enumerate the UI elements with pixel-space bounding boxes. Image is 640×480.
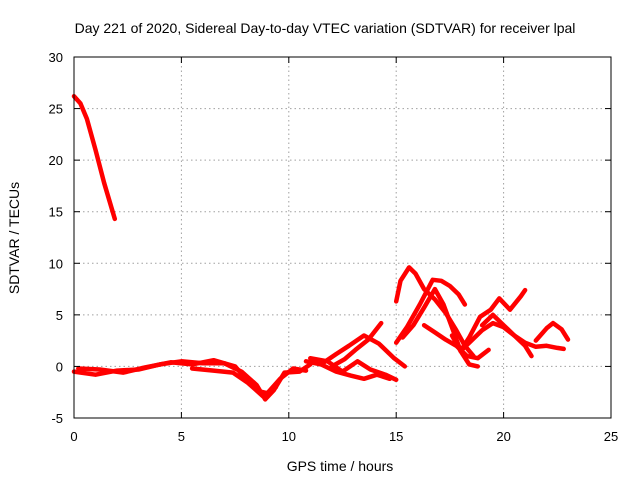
x-tick-label: 15 [389,429,403,444]
x-tick-label: 25 [604,429,618,444]
y-tick-label: -5 [51,411,63,426]
y-tick-label: 30 [49,50,63,65]
plot-frame [73,56,612,419]
x-tick-label: 5 [178,429,185,444]
y-tick-labels: -5 0 5 10 15 20 25 30 [49,50,63,426]
series-arc-f [318,333,408,369]
y-tick-label: 25 [49,102,63,117]
series-arc-k [400,286,481,369]
x-tick-label: 0 [70,429,77,444]
y-tick-label: 15 [49,205,63,220]
series-arc-p [533,320,571,343]
x-tick-labels: 0 5 10 15 20 25 [70,429,618,444]
y-tick-label: 0 [56,359,63,374]
series-arc-a [71,93,118,222]
series-arc-o [479,312,534,359]
y-tick-label: 5 [56,308,63,323]
y-tick-label: 20 [49,153,63,168]
series-arc-g [329,320,384,369]
series-arc-j [393,277,468,345]
series-group [71,93,571,402]
tick-marks [73,56,612,419]
y-tick-label: 10 [49,256,63,271]
chart-title: Day 221 of 2020, Sidereal Day-to-day VTE… [75,20,576,36]
x-tick-label: 20 [496,429,510,444]
series-arc-h [303,359,393,382]
x-tick-label: 10 [282,429,296,444]
x-axis-title: GPS time / hours [287,458,394,474]
series-arc-d [189,366,279,399]
y-axis-title: SDTVAR / TECUs [6,182,22,294]
grid [74,57,611,418]
series-arc-c [76,357,309,396]
